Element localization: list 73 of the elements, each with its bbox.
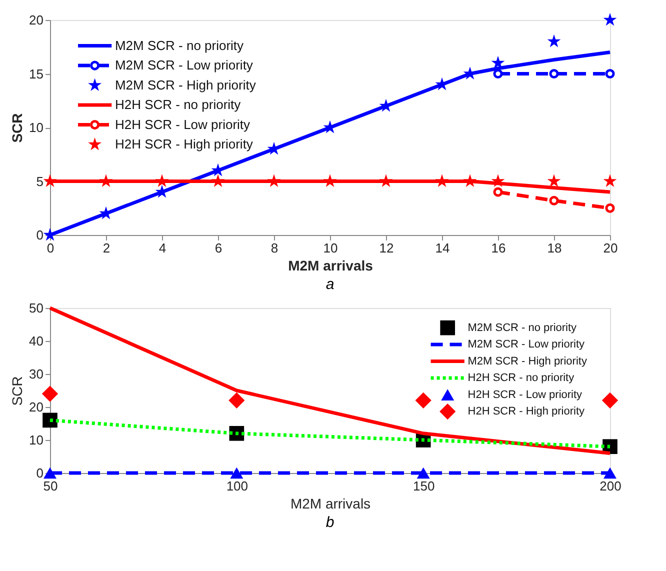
point [416,467,430,479]
text: b [326,514,334,531]
legend-label: H2H SCR - High priority [114,136,254,152]
x-tick-label: 6 [214,240,222,256]
point [463,174,477,187]
point [379,174,393,187]
legend-label: M2M SCR - no priority [468,322,578,334]
point [605,68,615,79]
legend-label: M2M SCR - Low priority [114,58,254,73]
x-axis-title: M2M arrivals [290,496,371,512]
point [267,174,281,187]
legend-label: M2M SCR - High priority [114,77,256,92]
point [549,68,559,79]
x-tick-label: 10 [323,240,338,256]
text: a [326,276,334,293]
legend-label: H2H SCR - no priority [114,97,242,112]
x-tick-label: 100 [226,478,248,494]
point [491,174,505,187]
legend-label: M2M SCR - no priority [114,38,244,53]
x-tick-label: 150 [412,478,435,494]
y-tick-label: 0 [36,466,44,480]
x-tick-label: 0 [46,240,54,256]
x-tick-label: 8 [270,240,278,256]
point [43,174,57,187]
point [491,56,505,69]
legend-label: M2M SCR - Low priority [468,338,585,351]
point [603,12,617,26]
x-tick-label: 4 [158,240,166,256]
y-axis-title: SCR [9,113,26,143]
y-tick-label: 5 [36,174,44,189]
y-tick-label: 50 [29,300,44,316]
y-tick-label: 10 [29,120,44,135]
legend-label: H2H SCR - Low priority [114,116,251,132]
x-tick-label: 12 [379,240,394,256]
point [549,196,559,206]
point [323,174,337,187]
y-tick-label: 15 [29,66,44,82]
legend-label: H2H SCR - High priority [468,406,586,418]
legend-label: M2M SCR - High priority [468,355,588,368]
y-tick-label: 10 [29,432,44,448]
point [435,174,449,187]
y-tick-label: 20 [29,400,44,414]
point [43,467,57,479]
point [211,174,225,187]
point [605,203,615,213]
x-tick-label: 2 [102,240,110,256]
x-tick-label: 16 [491,240,506,256]
point [42,386,58,402]
x-tick-label: 18 [547,240,562,256]
point [602,392,618,408]
point [155,174,169,187]
legend-label: H2H SCR - no priority [468,372,575,384]
point [547,174,561,187]
point [493,187,503,197]
y-tick-label: 0 [36,228,44,242]
y-tick-label: 40 [29,334,44,348]
y-tick-label: 30 [29,366,44,382]
point [42,412,58,428]
point [230,467,244,479]
point [547,34,561,48]
point [228,392,245,408]
y-axis-title: SCR [9,376,26,406]
point [415,392,432,408]
point [99,174,113,187]
x-tick-label: 200 [600,478,622,494]
x-axis-title: M2M arrivals [288,258,374,274]
x-tick-label: 20 [603,240,618,256]
point [493,68,503,79]
y-tick-label: 20 [29,12,44,28]
legend-label: H2H SCR - Low priority [468,388,583,401]
point [603,467,617,479]
x-tick-label: 14 [435,240,450,256]
point [603,174,617,187]
